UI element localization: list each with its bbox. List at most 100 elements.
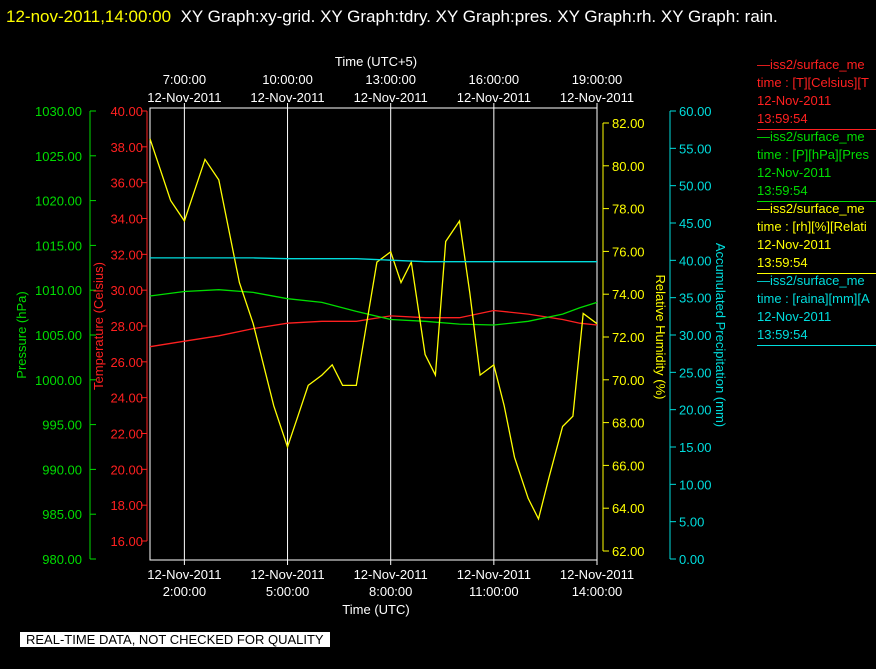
temperature-tick-label: 26.00 [110,355,143,370]
temperature-tick-label: 34.00 [110,212,143,227]
top-tick-label-time: 19:00:00 [572,72,623,87]
pressure-tick-label: 1030.00 [35,104,82,119]
legend-line1: —iss2/surface_me [757,129,865,144]
series-line-2 [149,138,598,521]
x-tick-label-time: 11:00:00 [469,584,519,599]
temperature-axis-title: Temperature (Celsius) [91,262,106,390]
temperature-tick-label: 18.00 [110,498,143,513]
precip-tick-label: 10.00 [679,477,712,492]
bottom-axis-title: Time (UTC) [342,602,409,617]
legend-line1: —iss2/surface_me [757,201,865,216]
temperature-tick-label: 38.00 [110,140,143,155]
top-tick-label-date: 12-Nov-2011 [354,90,428,105]
top-tick-label-time: 7:00:00 [163,72,206,87]
humidity-tick-label: 70.00 [612,373,645,388]
humidity-tick-label: 76.00 [612,244,645,259]
top-tick-label-time: 10:00:00 [262,72,313,87]
legend-line2: time : [P][hPa][Pres [757,147,869,162]
legend-date: 12-Nov-2011 [757,309,832,324]
temperature-tick-label: 28.00 [110,319,143,334]
humidity-tick-label: 66.00 [612,458,645,473]
precip-tick-label: 30.00 [679,328,712,343]
humidity-tick-label: 68.00 [612,416,645,431]
pressure-tick-label: 1020.00 [35,194,82,209]
header: 12-nov-2011,14:00:00 XY Graph:xy-grid. X… [6,2,866,32]
x-tick-label-date: 12-Nov-2011 [560,567,634,582]
legend-date: 12-Nov-2011 [757,93,832,108]
humidity-tick-label: 62.00 [612,544,645,559]
precip-tick-label: 55.00 [679,141,712,156]
top-tick-label-date: 12-Nov-2011 [250,90,324,105]
temperature-tick-label: 22.00 [110,427,143,442]
temperature-tick-label: 36.00 [110,176,143,191]
pressure-tick-label: 1005.00 [35,328,82,343]
precip-tick-label: 50.00 [679,179,712,194]
temperature-tick-label: 16.00 [110,534,143,549]
top-axis-title: Time (UTC+5) [335,54,417,69]
temperature-tick-label: 40.00 [110,104,143,119]
x-tick-label-time: 14:00:00 [572,584,623,599]
series-line-3 [150,257,597,263]
series-line-0 [149,309,598,348]
pressure-axis-title: Pressure (hPa) [14,291,29,378]
precip-tick-label: 0.00 [679,552,704,567]
precip-tick-label: 45.00 [679,216,712,231]
precip-tick-label: 40.00 [679,253,712,268]
precip-tick-label: 60.00 [679,104,712,119]
x-tick-label-time: 2:00:00 [163,584,206,599]
legend-time: 13:59:54 [757,254,876,274]
legend-time: 13:59:54 [757,182,876,202]
pressure-tick-label: 1000.00 [35,373,82,388]
temperature-tick-label: 24.00 [110,391,143,406]
humidity-tick-label: 82.00 [612,116,645,131]
precip-tick-label: 15.00 [679,440,712,455]
legend-time: 13:59:54 [757,110,876,130]
pressure-tick-label: 985.00 [42,507,82,522]
precip-tick-label: 20.00 [679,403,712,418]
x-tick-label-date: 12-Nov-2011 [250,567,324,582]
humidity-tick-label: 64.00 [612,501,645,516]
humidity-axis-title: Relative Humidity (%) [653,275,668,400]
pressure-tick-label: 1025.00 [35,149,82,164]
top-tick-label-date: 12-Nov-2011 [147,90,221,105]
temperature-tick-label: 30.00 [110,283,143,298]
x-tick-label-date: 12-Nov-2011 [354,567,428,582]
humidity-tick-label: 80.00 [612,159,645,174]
temperature-tick-label: 20.00 [110,462,143,477]
plot-frame [149,107,598,561]
humidity-tick-label: 72.00 [612,330,645,345]
quality-notice: REAL-TIME DATA, NOT CHECKED FOR QUALITY [20,632,330,647]
legend-line1: —iss2/surface_me [757,273,865,288]
top-tick-label-date: 12-Nov-2011 [457,90,531,105]
legend-date: 12-Nov-2011 [757,165,832,180]
precip-tick-label: 25.00 [679,365,712,380]
pressure-tick-label: 990.00 [42,462,82,477]
top-tick-label-time: 16:00:00 [469,72,520,87]
legend-line1: —iss2/surface_me [757,57,865,72]
temperature-tick-label: 32.00 [110,247,143,262]
x-tick-label-time: 8:00:00 [369,584,412,599]
top-tick-label-time: 13:00:00 [365,72,416,87]
header-timestamp: 12-nov-2011,14:00:00 [6,7,172,26]
legend-line2: time : [rh][%][Relati [757,219,867,234]
pressure-tick-label: 1015.00 [35,238,82,253]
legend-date: 12-Nov-2011 [757,237,832,252]
legend-line2: time : [raina][mm][A [757,291,870,306]
humidity-tick-label: 74.00 [612,287,645,302]
precip-tick-label: 5.00 [679,515,704,530]
legend-line2: time : [T][Celsius][T [757,75,869,90]
series-line-1 [149,289,598,326]
x-tick-label-date: 12-Nov-2011 [457,567,531,582]
x-tick-label-date: 12-Nov-2011 [147,567,221,582]
pressure-tick-label: 1010.00 [35,283,82,298]
precip-axis-title: Accumulated Precipitation (mm) [713,243,728,427]
pressure-tick-label: 995.00 [42,418,82,433]
x-tick-label-time: 5:00:00 [266,584,309,599]
precip-tick-label: 35.00 [679,291,712,306]
top-tick-label-date: 12-Nov-2011 [560,90,634,105]
